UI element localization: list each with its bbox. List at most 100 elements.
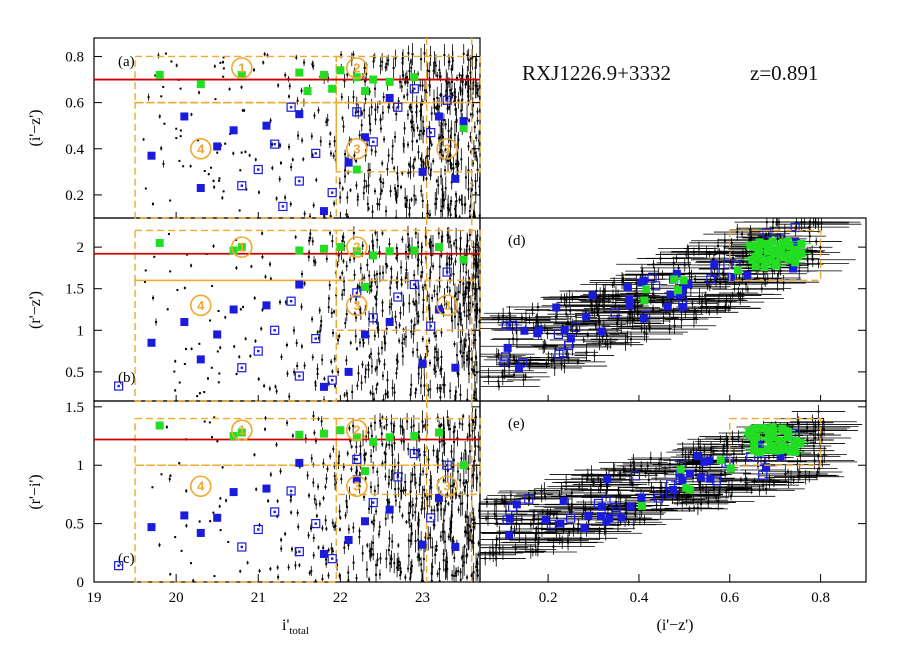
nonmember-point-a [408, 70, 411, 73]
nonmember-point-c [391, 540, 394, 543]
nonmember-point-c [433, 509, 436, 512]
spec-member-marker-c [410, 432, 419, 441]
nonmember-point-c [219, 529, 222, 532]
nonmember-point-c [277, 576, 280, 579]
nonmember-point-c [453, 440, 456, 443]
nonmember-point-a [476, 110, 479, 113]
nonmember-point-a [311, 154, 314, 157]
nonmember-point-c [347, 579, 350, 582]
nonmember-point-b [325, 257, 328, 260]
nonmember-point-b [433, 332, 436, 335]
nonmember-point-b [390, 276, 393, 279]
nonmember-point-c [358, 529, 361, 532]
nonmember-point-b [288, 395, 291, 398]
nonmember-point-a [420, 103, 423, 106]
nonmember-point-b [366, 263, 369, 266]
nonmember-point-b [405, 268, 408, 271]
nonmember-point-b [399, 312, 402, 315]
nonmember-point-b [428, 317, 431, 320]
nonmember-point-b [211, 285, 214, 288]
nonmember-point-b [363, 276, 366, 279]
y-tick-label-a: 0.4 [65, 142, 84, 158]
nonmember-point-b [341, 293, 344, 296]
nonmember-point-c [430, 572, 433, 575]
region-label-circle-b-1 [231, 236, 253, 258]
nonmember-point-b [410, 330, 413, 333]
nonmember-point-a [309, 215, 312, 218]
nonmember-point-c [413, 473, 416, 476]
nonmember-point-d [630, 338, 633, 341]
photoz-candidate-dot-b [289, 299, 293, 303]
nonmember-point-b [242, 306, 245, 309]
nonmember-point-d [547, 356, 550, 359]
nonmember-point-c [474, 444, 477, 447]
nonmember-point-d [582, 338, 585, 341]
spec-member-marker-a [361, 87, 370, 96]
spec-member-marker-b [369, 251, 378, 260]
nonmember-point-a [461, 98, 464, 101]
nonmember-point-a [355, 102, 358, 105]
nonmember-point-c [434, 553, 437, 556]
photoz-candidate-marker-b [393, 292, 403, 302]
nonmember-point-b [166, 308, 169, 311]
nonmember-point-a [175, 64, 178, 67]
nonmember-point-b [428, 242, 431, 245]
nonmember-point-d [614, 293, 617, 296]
nonmember-point-a [394, 57, 397, 60]
region-label-circle-a-1 [231, 57, 253, 79]
nonmember-point-d [690, 275, 693, 278]
photoz-candidate-marker-a [393, 102, 403, 112]
nonmember-point-b [404, 250, 407, 253]
nonmember-point-d [511, 327, 514, 330]
photoz-member-marker-b [196, 355, 205, 364]
nonmember-point-a [362, 192, 365, 195]
nonmember-point-a [462, 52, 465, 55]
photoz-candidate-marker-a [253, 164, 263, 175]
nonmember-point-a [428, 84, 431, 87]
nonmember-point-d [591, 304, 594, 307]
photoz-member-marker-d [625, 301, 634, 310]
nonmember-point-c [331, 550, 334, 553]
nonmember-point-c [394, 488, 397, 491]
nonmember-point-c [419, 473, 422, 476]
nonmember-point-d [497, 316, 500, 319]
nonmember-point-d [512, 337, 515, 340]
nonmember-point-c [396, 560, 399, 563]
nonmember-point-c [370, 548, 373, 551]
nonmember-point-c [372, 522, 375, 525]
nonmember-point-d [611, 295, 614, 298]
region-label-b-2: 2 [353, 240, 360, 255]
nonmember-point-d [597, 314, 600, 317]
nonmember-point-a [471, 56, 474, 59]
nonmember-point-d [736, 231, 739, 234]
nonmember-point-e [640, 509, 643, 512]
nonmember-point-e [818, 467, 821, 470]
nonmember-point-e [552, 545, 555, 548]
nonmember-point-d [501, 371, 504, 374]
nonmember-point-a [160, 95, 163, 98]
nonmember-point-c [424, 494, 427, 497]
spec-member-marker-d [642, 285, 651, 294]
nonmember-point-b [371, 240, 374, 243]
y-title-a: (i'−z') [27, 110, 44, 147]
nonmember-point-d [695, 316, 698, 319]
photoz-candidate-marker-d [706, 274, 716, 284]
nonmember-point-a [465, 82, 468, 85]
nonmember-point-c [399, 567, 402, 570]
photoz-member-marker-a [434, 112, 443, 121]
nonmember-point-b [433, 368, 436, 371]
nonmember-point-a [353, 69, 356, 72]
nonmember-point-c [449, 485, 452, 488]
nonmember-point-a [373, 190, 376, 193]
photoz-member-marker-b [229, 305, 238, 314]
nonmember-point-b [424, 356, 427, 359]
nonmember-point-b [424, 235, 427, 238]
nonmember-point-b [447, 236, 450, 239]
nonmember-point-d [783, 230, 786, 233]
nonmember-point-a [396, 184, 399, 187]
nonmember-point-b [303, 364, 306, 367]
nonmember-point-b [467, 296, 470, 299]
nonmember-point-c [275, 443, 278, 446]
nonmember-point-c [312, 554, 315, 557]
nonmember-point-a [302, 158, 305, 161]
